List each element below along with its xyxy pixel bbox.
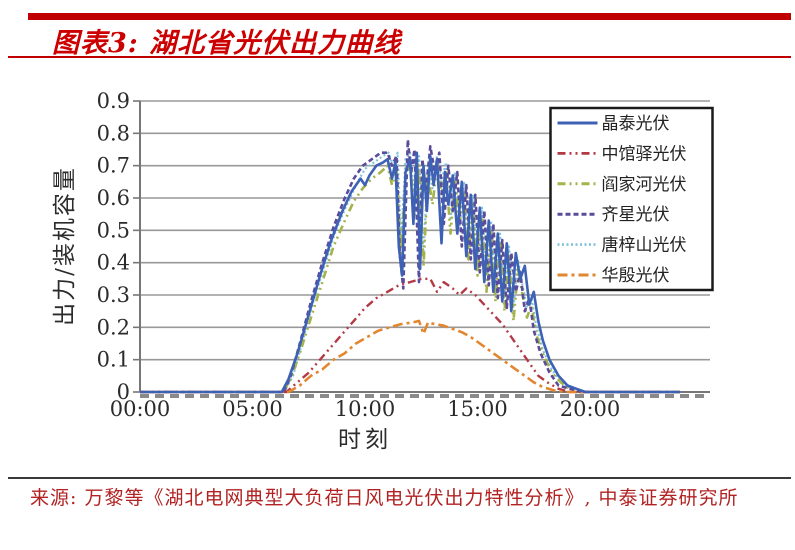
series-line-5 bbox=[140, 151, 680, 394]
y-tick-label: 0.9 bbox=[97, 89, 130, 113]
series-line-6 bbox=[140, 319, 680, 394]
figure-title: 图表3: 湖北省光伏出力曲线 bbox=[52, 28, 402, 59]
x-tick-label: 15:00 bbox=[447, 397, 508, 421]
x-tick-label: 20:00 bbox=[560, 397, 621, 421]
series-line-3 bbox=[140, 161, 680, 394]
legend-label-5: 唐梓山光伏 bbox=[602, 235, 687, 256]
y-tick-label: 0.4 bbox=[97, 251, 130, 275]
x-tick-label: 00:00 bbox=[110, 397, 171, 421]
y-tick-label: 0.1 bbox=[97, 348, 130, 372]
series-line-4 bbox=[140, 138, 680, 394]
source-note: 来源: 万黎等《湖北电网典型大负荷日风电光伏出力特性分析》, 中泰证券研究所 bbox=[30, 487, 739, 509]
x-tick-label: 05:00 bbox=[222, 397, 283, 421]
x-tick-label: 10:00 bbox=[335, 397, 396, 421]
series-line-1 bbox=[140, 151, 680, 394]
y-axis-title: 出力/装机容量 bbox=[52, 166, 78, 326]
y-tick-label: 0.5 bbox=[97, 218, 130, 242]
series-line-2 bbox=[140, 277, 680, 394]
y-tick-label: 0.8 bbox=[97, 121, 130, 145]
y-tick-label: 0 bbox=[117, 380, 130, 404]
x-axis-title: 时刻 bbox=[338, 427, 392, 453]
legend-label-2: 中馆驿光伏 bbox=[602, 144, 687, 164]
y-tick-label: 0.7 bbox=[97, 154, 130, 178]
footer-divider bbox=[8, 477, 791, 479]
header-accent-bar bbox=[28, 13, 791, 20]
legend-label-3: 阎家河光伏 bbox=[602, 175, 687, 195]
y-tick-label: 0.6 bbox=[97, 186, 130, 210]
y-tick-label: 0.2 bbox=[97, 315, 130, 339]
legend-label-4: 齐星光伏 bbox=[602, 205, 670, 225]
legend-label-1: 晶泰光伏 bbox=[602, 114, 670, 134]
legend-label-6: 华殷光伏 bbox=[602, 266, 670, 286]
header-divider bbox=[8, 56, 791, 58]
y-tick-label: 0.3 bbox=[97, 283, 130, 307]
legend-box bbox=[549, 106, 714, 292]
